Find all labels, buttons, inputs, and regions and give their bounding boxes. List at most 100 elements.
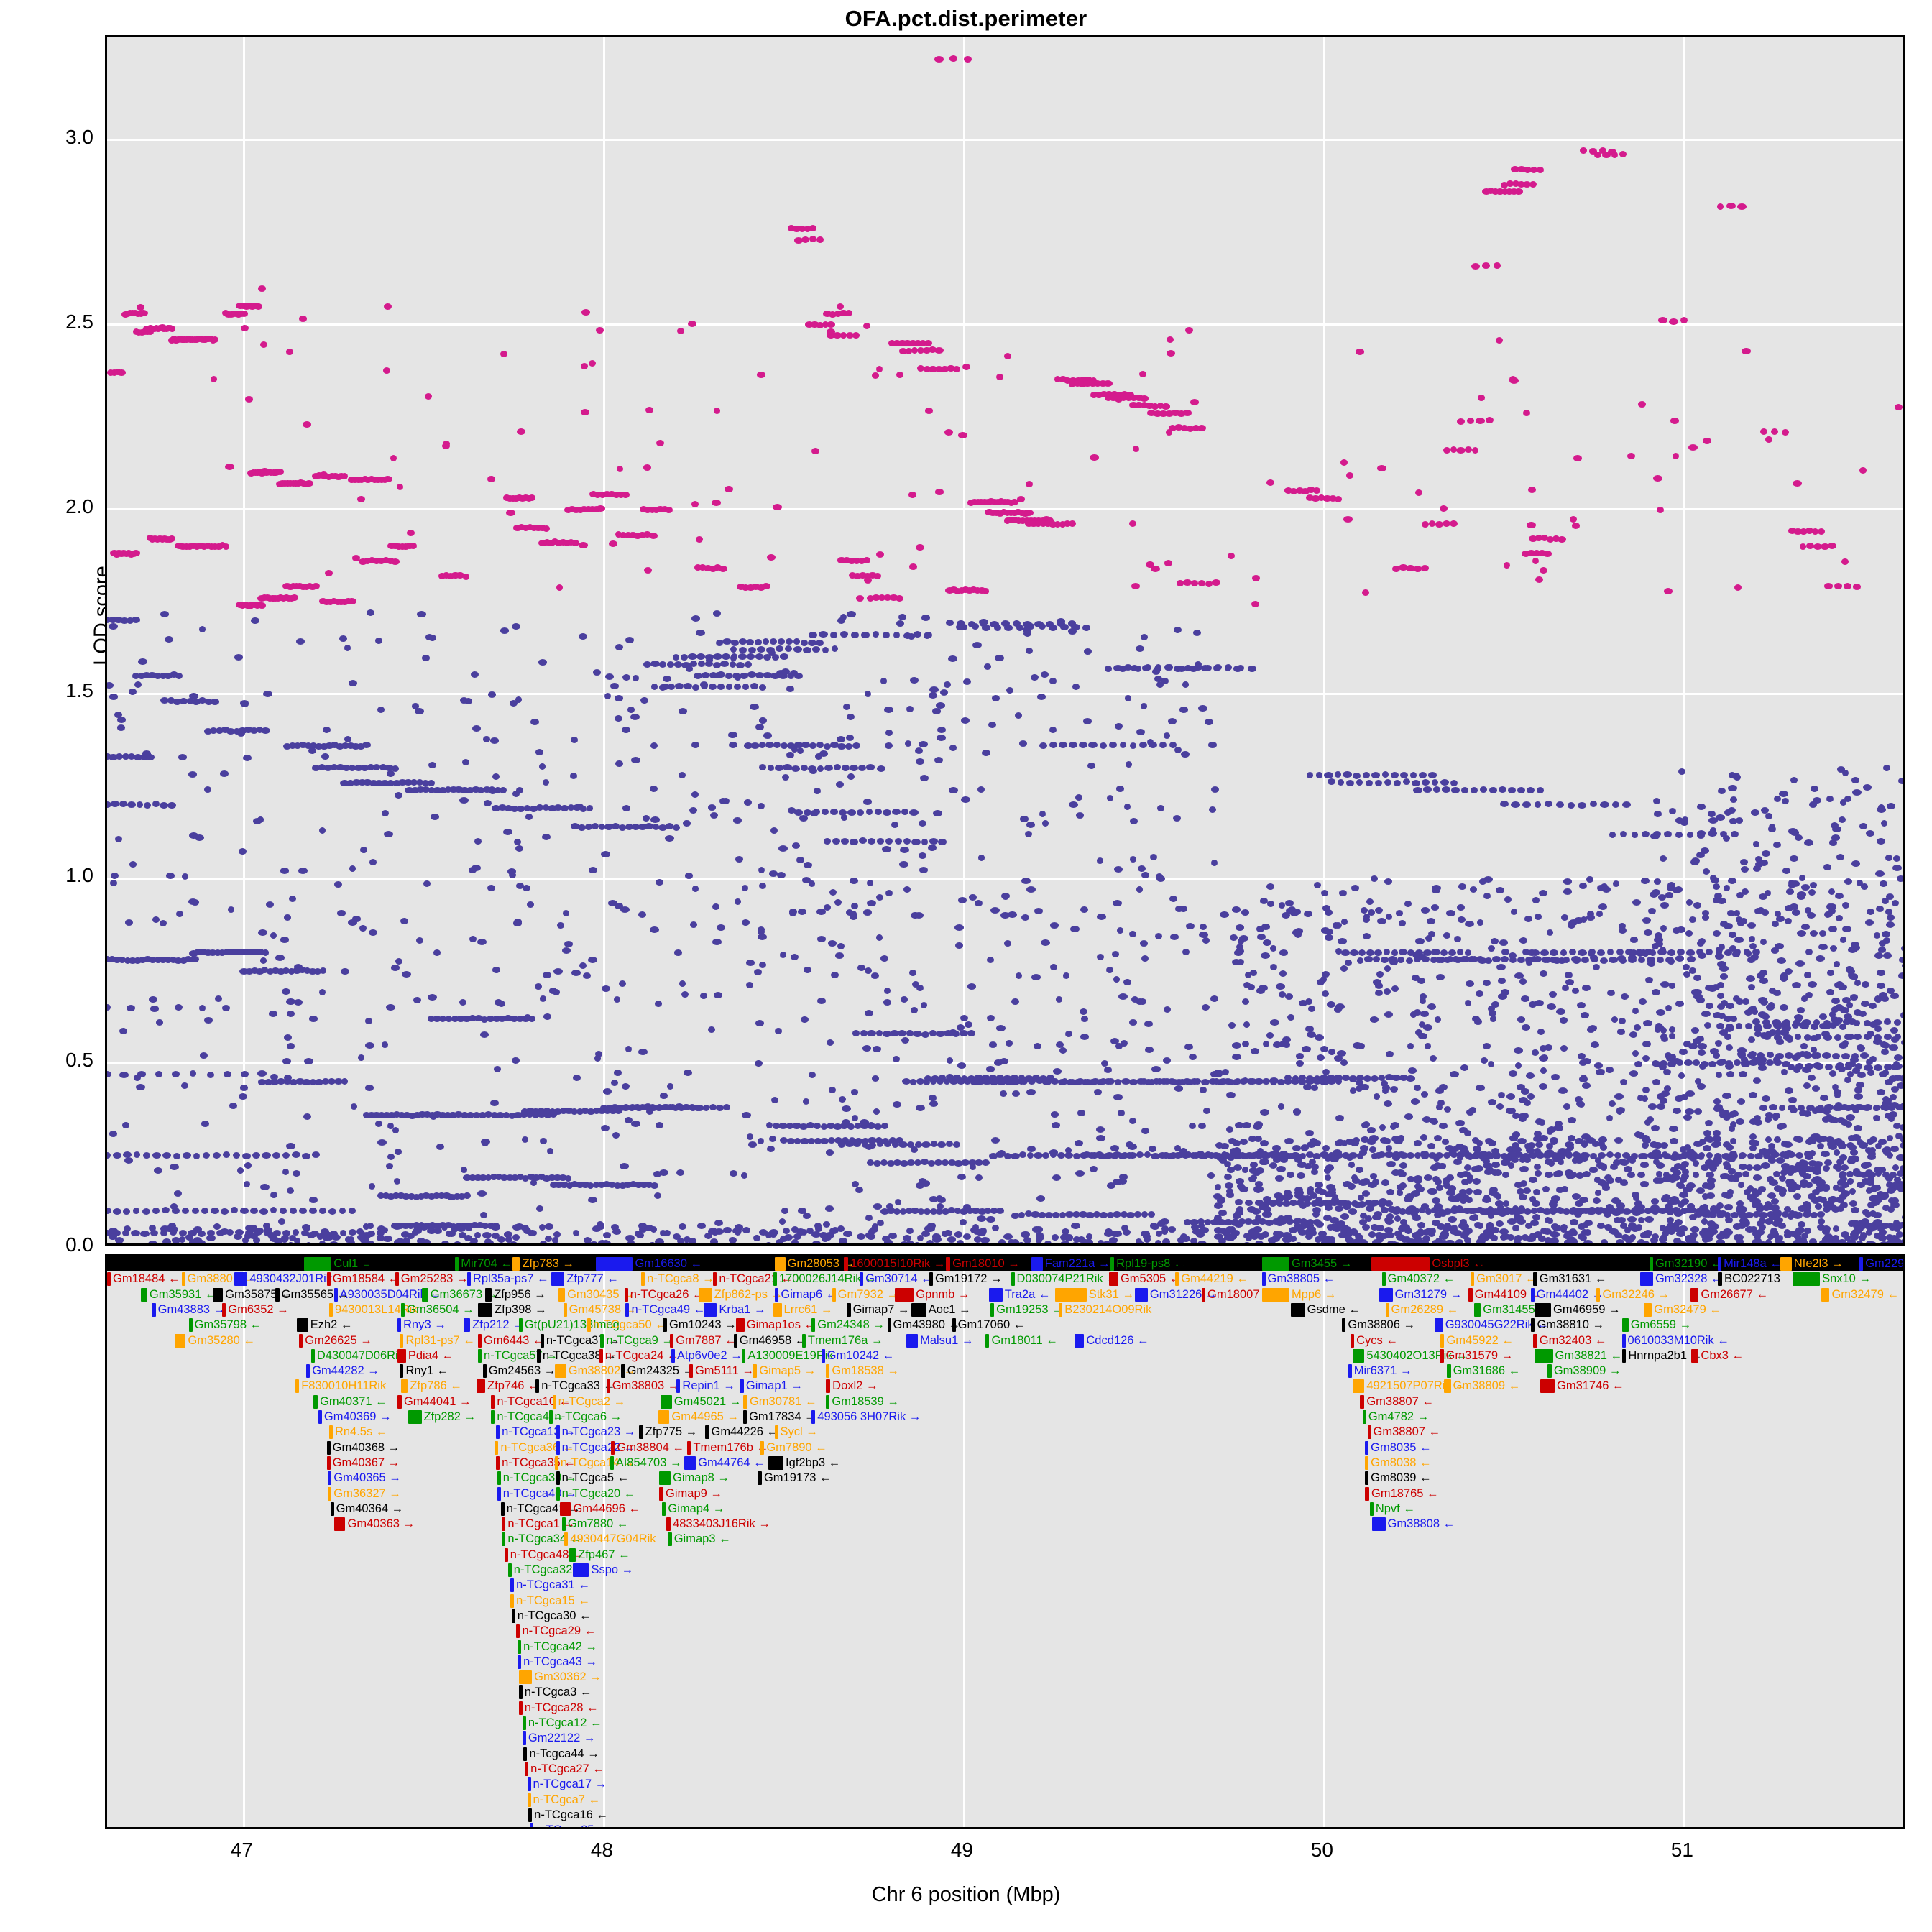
lod-point: [1166, 428, 1173, 436]
lod-point: [382, 1111, 392, 1118]
lod-point: [1008, 911, 1017, 918]
lod-point: [454, 1111, 464, 1118]
lod-point: [171, 1207, 180, 1214]
lod-point: [205, 698, 213, 705]
lod-point: [557, 922, 564, 929]
lod-point: [1800, 543, 1807, 550]
lod-point: [1054, 376, 1062, 383]
lod-point: [880, 955, 888, 962]
lod-point: [365, 1085, 374, 1092]
lod-point: [1519, 978, 1527, 985]
lod-point: [375, 1121, 382, 1128]
lod-point: [1880, 1192, 1889, 1200]
lod-point: [643, 531, 651, 538]
lod-point: [966, 1208, 973, 1215]
lod-point: [702, 672, 709, 679]
lod-point: [1829, 945, 1837, 952]
lod-point: [734, 898, 742, 905]
lod-point: [1800, 528, 1808, 535]
lod-point: [835, 781, 844, 788]
lod-point: [1595, 1190, 1602, 1197]
lod-point: [947, 1159, 956, 1166]
lod-point: [1864, 1162, 1872, 1169]
lod-point: [1277, 1103, 1285, 1110]
lod-point: [831, 645, 838, 653]
lod-point: [511, 1057, 520, 1064]
lod-point: [898, 1030, 907, 1037]
lod-point: [215, 995, 222, 1003]
lod-point: [1305, 1130, 1315, 1137]
lod-point: [1234, 1198, 1243, 1205]
lod-point: [1632, 1007, 1639, 1014]
lod-point: [554, 1181, 564, 1188]
lod-point: [1108, 395, 1118, 401]
lod-point: [921, 1001, 928, 1008]
lod-point: [1766, 1052, 1775, 1059]
lod-point: [965, 586, 975, 594]
lod-point: [1112, 1151, 1122, 1159]
lod-point: [1301, 1046, 1311, 1053]
lod-point: [1378, 1197, 1387, 1205]
lod-point: [895, 1199, 902, 1206]
lod-point: [1552, 535, 1560, 542]
lod-point: [1687, 956, 1696, 963]
lod-point: [1296, 1059, 1304, 1067]
lod-point: [1620, 831, 1627, 838]
lod-point: [1451, 786, 1460, 794]
lod-point: [1675, 955, 1684, 962]
lod-point: [934, 757, 943, 764]
lod-point: [326, 599, 335, 606]
lod-point: [748, 1141, 757, 1149]
lod-point: [523, 525, 530, 532]
lod-point: [559, 1181, 569, 1188]
lod-point: [911, 839, 921, 846]
lod-point: [415, 937, 423, 944]
lod-point: [1473, 1188, 1483, 1195]
lod-point: [1386, 1188, 1395, 1195]
lod-point: [1126, 1141, 1133, 1149]
lod-point: [1599, 1144, 1607, 1151]
lod-point: [1381, 771, 1389, 778]
lod-point: [1883, 1018, 1892, 1026]
lod-point: [1594, 1156, 1602, 1164]
lod-point: [1407, 1067, 1417, 1075]
lod-point: [211, 698, 220, 705]
lod-point: [920, 1159, 929, 1166]
lod-point: [667, 683, 675, 690]
lod-point: [758, 1138, 765, 1145]
lod-point: [369, 858, 377, 865]
lod-point: [1159, 410, 1168, 417]
lod-point: [640, 697, 648, 704]
lod-point: [804, 966, 812, 973]
lod-point: [1075, 794, 1082, 801]
lod-point: [962, 364, 970, 371]
lod-point: [945, 1141, 953, 1148]
lod-point: [1598, 1136, 1607, 1143]
lod-point: [566, 1182, 574, 1189]
lod-point: [1854, 1092, 1864, 1100]
lod-point: [898, 340, 907, 347]
lod-point: [605, 673, 615, 681]
lod-point: [1605, 1066, 1614, 1073]
lod-point: [1509, 1134, 1519, 1141]
lod-point: [1765, 1004, 1775, 1011]
lod-point: [1699, 1063, 1706, 1070]
lod-point: [1620, 1159, 1629, 1167]
lod-point: [977, 587, 987, 594]
lod-point: [1320, 1074, 1329, 1081]
lod-point: [350, 1103, 357, 1110]
lod-point: [1081, 1016, 1089, 1023]
lod-point: [1389, 958, 1398, 965]
lod-point: [1210, 995, 1219, 1002]
lod-point: [111, 801, 120, 808]
lod-point: [1115, 1078, 1122, 1085]
lod-point: [1692, 1059, 1701, 1066]
lod-point: [1111, 951, 1120, 958]
lod-point: [1147, 410, 1156, 417]
lod-point: [448, 786, 459, 793]
lod-point: [178, 753, 187, 760]
lod-point: [1810, 930, 1818, 937]
lod-point: [773, 1122, 781, 1129]
lod-point: [789, 909, 796, 916]
lod-point: [1708, 985, 1718, 992]
